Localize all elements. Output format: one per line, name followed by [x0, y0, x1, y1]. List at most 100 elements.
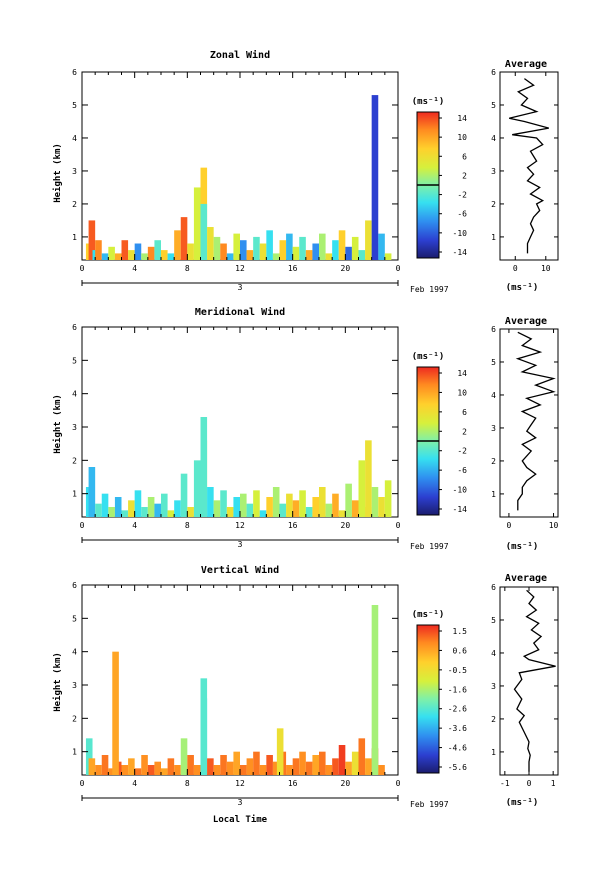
- heatmap-cell: [161, 768, 168, 775]
- heatmap-cell: [220, 755, 227, 775]
- y-tick-label: 3: [72, 423, 77, 432]
- heatmap-cell: [246, 758, 254, 775]
- heatmap-cell: [253, 751, 260, 775]
- x-tick-label: 4: [132, 264, 137, 273]
- date-label: 3: [238, 283, 243, 292]
- heatmap-cell: [378, 497, 385, 517]
- y-tick-label: 6: [72, 68, 77, 77]
- heatmap-cell: [154, 761, 161, 775]
- x-tick-label: 0: [396, 521, 401, 530]
- heatmap-cell: [332, 758, 339, 775]
- average-x-tick-label: 10: [549, 521, 559, 530]
- x-tick-label: 20: [341, 779, 351, 788]
- heatmap-cell: [134, 490, 142, 517]
- heatmap-cell: [312, 497, 319, 517]
- heatmap-cell: [128, 758, 135, 775]
- y-tick-label: 6: [72, 581, 77, 590]
- x-tick-label: 0: [396, 779, 401, 788]
- heatmap-cell: [325, 503, 333, 517]
- heatmap-cell: [279, 503, 287, 517]
- y-tick-label: 4: [72, 648, 77, 657]
- average-y-tick-label: 6: [491, 325, 496, 334]
- heatmap-cell: [88, 758, 96, 775]
- heatmap-cell: [187, 507, 194, 517]
- colorbar-tick-label: -6: [457, 466, 467, 475]
- colorbar-tick-label: -4.6: [448, 744, 467, 753]
- average-y-tick-label: 3: [491, 682, 496, 691]
- heatmap-cell: [226, 253, 234, 260]
- heatmap-cell: [358, 250, 366, 260]
- heatmap-cell: [85, 738, 93, 775]
- y-ticks: 1 2 3 4 5 6: [72, 323, 398, 499]
- heatmap-cell: [193, 187, 201, 260]
- average-y-tick-label: 3: [491, 167, 496, 176]
- heatmap-cell: [134, 768, 142, 775]
- x-ticks: 0 4 8 12 16 20 0: [80, 327, 401, 543]
- colorbar-tick-label: -2: [457, 191, 467, 200]
- heatmap-cell: [351, 751, 359, 775]
- heatmap-cell: [174, 230, 181, 260]
- heatmap-cell: [233, 497, 240, 517]
- heatmap-cell: [128, 500, 135, 517]
- heatmap-cell: [233, 751, 240, 775]
- heatmap-cell: [286, 493, 293, 517]
- average-frame: [499, 71, 559, 261]
- heatmap-cell: [319, 233, 326, 260]
- x-tick-label: 0: [80, 779, 85, 788]
- y-tick-label: 2: [72, 714, 77, 723]
- colorbar-tick-label: 6: [462, 152, 467, 161]
- heatmap-cell: [147, 765, 155, 775]
- heatmap-frame: [81, 71, 399, 261]
- month-label: Feb 1997: [410, 800, 449, 809]
- heatmap-cell: [358, 460, 366, 517]
- y-tick-label: 6: [72, 323, 77, 332]
- heatmap-cell: [187, 755, 194, 775]
- x-tick-label: 16: [288, 521, 298, 530]
- y-tick-label: 4: [72, 390, 77, 399]
- heatmap-cell: [246, 250, 254, 260]
- heatmap-cell: [128, 250, 135, 260]
- colorbar-tick-label: -0.5: [448, 666, 467, 675]
- panel-title: Vertical Wind: [201, 564, 279, 576]
- x-tick-label: 0: [396, 264, 401, 273]
- heatmap-cell: [213, 500, 221, 517]
- heatmap-cell: [114, 253, 122, 260]
- heatmap-cell: [253, 236, 260, 260]
- heatmap-cell: [220, 490, 227, 517]
- average-xlabel: (ms⁻¹): [506, 542, 539, 552]
- heatmap-cell: [200, 417, 208, 517]
- average-title: Average: [505, 573, 547, 584]
- heatmap-cell: [207, 758, 214, 775]
- y-tick-label: 3: [72, 167, 77, 176]
- heatmap-cell: [154, 240, 161, 260]
- y-tick-label: 4: [72, 134, 77, 143]
- heatmap-cell: [272, 253, 280, 260]
- colorbar-tick-label: 2: [462, 171, 467, 180]
- x-tick-label: 8: [185, 779, 190, 788]
- colorbar-tick-label: -6: [457, 210, 467, 219]
- heatmap-cell: [325, 253, 333, 260]
- heatmap-cell: [351, 236, 359, 260]
- colorbar-tick-label: 14: [457, 369, 467, 378]
- heatmap-cell: [312, 243, 319, 260]
- heatmap-cell: [345, 483, 352, 517]
- heatmap-cell: [279, 240, 287, 260]
- heatmap-cell: [266, 755, 273, 775]
- heatmap-cell: [226, 507, 234, 517]
- heatmap-cell: [371, 605, 379, 775]
- heatmap-cell: [272, 487, 280, 517]
- colorbar-tick-label: 1.5: [453, 627, 468, 636]
- average-plot: 1 2 3 4 5 6 0 10: [491, 325, 558, 530]
- heatmap-cell: [358, 738, 366, 775]
- heatmap-cells: [85, 605, 385, 775]
- heatmap-cell: [95, 765, 102, 775]
- average-y-tick-label: 5: [491, 358, 496, 367]
- x-tick-label: 12: [235, 521, 245, 530]
- average-y-tick-label: 1: [491, 748, 496, 757]
- y-ticks: 1 2 3 4 5 6: [72, 68, 398, 242]
- colorbar-tick-label: -3.6: [448, 724, 467, 733]
- month-label: Feb 1997: [410, 285, 449, 294]
- heatmap-cell: [319, 751, 326, 775]
- heatmap-cell: [180, 738, 188, 775]
- heatmap-cell: [292, 758, 300, 775]
